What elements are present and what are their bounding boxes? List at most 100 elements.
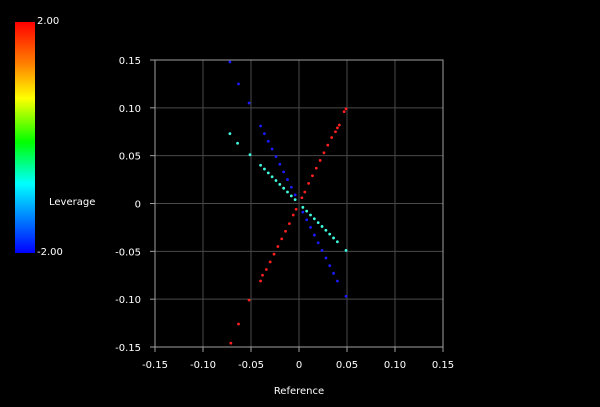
y-axis-ticks: 0.15 0.10 0.05 0 -0.05 -0.10 -0.15 — [115, 56, 155, 354]
colorbar-max-label: 2.00 — [37, 16, 60, 27]
x-axis-label: Reference — [274, 386, 324, 397]
data-point — [228, 132, 232, 136]
data-point — [261, 273, 264, 277]
data-point — [286, 178, 289, 181]
data-point — [332, 271, 335, 275]
data-point — [229, 341, 233, 345]
data-point — [294, 207, 298, 211]
data-point — [300, 196, 304, 200]
data-point — [237, 82, 240, 86]
data-point — [322, 151, 326, 155]
data-point — [288, 222, 291, 225]
data-point — [278, 162, 282, 166]
data-point — [270, 175, 274, 179]
data-point — [336, 279, 339, 283]
data-point — [274, 155, 278, 159]
y-tick-label: 0.10 — [119, 104, 141, 115]
data-point — [316, 241, 320, 245]
x-tick-label: -0.15 — [142, 360, 168, 371]
data-point — [303, 190, 307, 194]
data-point — [328, 264, 332, 268]
data-point — [334, 130, 337, 134]
data-point — [320, 248, 324, 252]
data-point — [328, 232, 332, 236]
data-point — [344, 294, 348, 298]
data-point — [282, 186, 286, 190]
data-point — [263, 132, 266, 136]
data-point — [266, 171, 270, 175]
y-tick-label: -0.10 — [115, 295, 141, 306]
data-point — [336, 240, 339, 244]
y-tick-label: -0.05 — [115, 247, 141, 258]
data-point — [228, 60, 232, 64]
x-tick-label: 0.15 — [432, 360, 454, 371]
data-point — [336, 126, 339, 130]
data-point — [278, 182, 282, 186]
data-point — [268, 260, 272, 264]
x-axis-ticks: -0.15 -0.10 -0.05 0 0.05 0.10 0.15 — [142, 347, 454, 371]
data-point — [259, 279, 262, 283]
data-points — [228, 60, 348, 345]
colorbar-min-label: -2.00 — [37, 247, 63, 258]
data-point — [291, 213, 295, 217]
data-point — [259, 163, 262, 167]
data-point — [274, 179, 278, 182]
x-tick-label: -0.05 — [238, 360, 264, 371]
data-point — [318, 159, 322, 162]
data-point — [289, 185, 293, 189]
data-point — [270, 147, 274, 151]
y-tick-label: 0 — [135, 200, 141, 211]
data-point — [272, 252, 276, 256]
data-point — [301, 205, 305, 209]
data-point — [312, 233, 316, 237]
data-point — [309, 226, 312, 229]
y-tick-label: 0.15 — [119, 56, 141, 67]
data-point — [332, 236, 335, 240]
data-point — [305, 209, 309, 213]
data-point — [305, 218, 309, 222]
x-tick-label: 0.10 — [384, 360, 406, 371]
data-point — [263, 167, 266, 171]
data-point — [248, 153, 252, 157]
data-point — [326, 143, 330, 147]
data-point — [286, 190, 289, 194]
data-point — [324, 256, 328, 260]
data-point — [293, 193, 297, 197]
data-point — [276, 245, 280, 248]
data-point — [342, 110, 346, 114]
colorbar-title: Leverage — [49, 197, 96, 208]
data-point — [301, 210, 305, 214]
data-point — [307, 182, 310, 185]
leverage-colorbar — [15, 22, 35, 253]
x-tick-label: 0 — [296, 360, 302, 371]
grid-lines — [154, 59, 444, 348]
data-point — [330, 136, 334, 139]
data-point — [344, 248, 348, 252]
data-point — [266, 139, 270, 143]
y-tick-label: -0.15 — [115, 343, 141, 354]
data-point — [344, 107, 348, 111]
x-tick-label: 0.05 — [336, 360, 358, 371]
data-point — [282, 170, 286, 174]
data-point — [311, 174, 314, 178]
data-point — [280, 237, 284, 241]
data-point — [289, 194, 293, 198]
data-point — [247, 101, 251, 105]
data-point — [320, 225, 324, 228]
data-point — [264, 268, 268, 271]
x-tick-label: -0.10 — [190, 360, 216, 371]
y-tick-label: 0.05 — [119, 152, 141, 163]
data-point — [236, 141, 239, 145]
data-point — [259, 124, 262, 128]
data-point — [324, 228, 328, 232]
data-point — [247, 298, 251, 302]
data-point — [337, 123, 341, 127]
data-point — [293, 198, 297, 202]
data-point — [309, 213, 312, 217]
data-point — [316, 221, 320, 225]
data-point — [314, 166, 318, 170]
data-point — [284, 229, 287, 233]
data-point — [237, 322, 240, 326]
data-point — [312, 217, 316, 221]
